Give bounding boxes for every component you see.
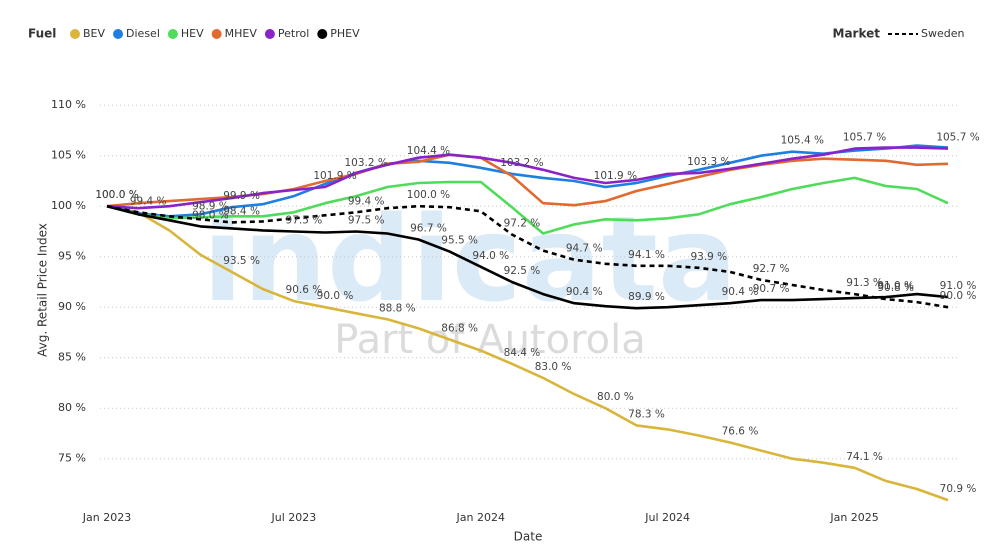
data-label: 93.5 % bbox=[223, 255, 260, 267]
data-label: 92.7 % bbox=[753, 263, 790, 275]
data-label: 89.9 % bbox=[628, 291, 665, 303]
legend-label: HEV bbox=[181, 27, 204, 40]
data-label: 90.4 % bbox=[566, 286, 603, 298]
data-label: 90.0 % bbox=[317, 290, 354, 302]
data-label: 97.2 % bbox=[504, 217, 541, 229]
y-tick-label: 85 % bbox=[58, 351, 86, 364]
data-label: 97.5 % bbox=[348, 214, 385, 226]
x-tick-label: Jan 2025 bbox=[829, 511, 878, 524]
legend-label: Petrol bbox=[278, 27, 309, 40]
data-label: 90.6 % bbox=[286, 284, 323, 296]
watermark-sub: Part of Autorola bbox=[334, 317, 645, 363]
data-label: 103.2 % bbox=[344, 157, 387, 169]
data-label: 98.4 % bbox=[223, 205, 260, 217]
legend-label: MHEV bbox=[225, 27, 258, 40]
legend-marker bbox=[264, 29, 275, 39]
x-tick-label: Jan 2023 bbox=[82, 511, 131, 524]
data-label: 100.0 % bbox=[95, 189, 138, 201]
y-tick-label: 110 % bbox=[51, 98, 86, 111]
data-label: 70.9 % bbox=[940, 483, 977, 495]
legend-label: PHEV bbox=[330, 27, 360, 40]
y-tick-label: 100 % bbox=[51, 199, 86, 212]
line-series bbox=[106, 144, 949, 218]
data-label: 105.7 % bbox=[936, 132, 979, 144]
data-label: 90.0 % bbox=[940, 290, 977, 302]
data-label: 90.4 % bbox=[722, 286, 759, 298]
data-label: 98.9 % bbox=[192, 200, 229, 212]
line-series bbox=[106, 176, 949, 235]
legend-title: Fuel bbox=[28, 27, 56, 41]
legend-marker bbox=[113, 29, 124, 39]
x-tick-label: Jul 2023 bbox=[271, 511, 317, 524]
data-label: 100.0 % bbox=[95, 189, 138, 201]
line-series bbox=[106, 204, 949, 310]
data-label: 103.2 % bbox=[500, 157, 543, 169]
data-label: 90.8 % bbox=[877, 282, 914, 294]
data-label: 78.3 % bbox=[628, 408, 665, 420]
data-label: 103.3 % bbox=[687, 156, 730, 168]
data-label: 93.9 % bbox=[690, 251, 727, 263]
data-label: 76.6 % bbox=[722, 426, 759, 438]
line-series bbox=[106, 146, 949, 210]
data-label: 83.0 % bbox=[535, 361, 572, 373]
market-legend-title: Market bbox=[833, 27, 881, 41]
data-label: 97.5 % bbox=[286, 214, 323, 226]
y-tick-label: 90 % bbox=[58, 300, 86, 313]
legend-label: BEV bbox=[83, 27, 105, 40]
y-tick-label: 95 % bbox=[58, 250, 86, 263]
data-label: 101.9 % bbox=[594, 170, 637, 182]
data-label: 98.0 % bbox=[192, 209, 229, 221]
legend-label: Diesel bbox=[126, 27, 160, 40]
y-tick-label: 75 % bbox=[58, 452, 86, 465]
data-label: 94.7 % bbox=[566, 243, 603, 255]
data-label: 99.9 % bbox=[223, 190, 260, 202]
data-label: 74.1 % bbox=[846, 451, 883, 463]
data-label: 91.3 % bbox=[846, 277, 883, 289]
x-tick-label: Jul 2024 bbox=[644, 511, 690, 524]
legend-marker bbox=[317, 29, 328, 39]
y-tick-label: 105 % bbox=[51, 149, 86, 162]
data-label: 80.0 % bbox=[597, 391, 634, 403]
y-tick-label: 80 % bbox=[58, 401, 86, 414]
data-label: 94.0 % bbox=[472, 250, 509, 262]
data-label: 91.0 % bbox=[877, 280, 914, 292]
data-label: 105.7 % bbox=[843, 132, 886, 144]
data-label: 104.4 % bbox=[407, 145, 450, 157]
line-series bbox=[106, 204, 949, 309]
data-label: 101.9 % bbox=[313, 170, 356, 182]
y-axis-title: Avg. Retail Price Index bbox=[36, 223, 50, 357]
data-label: 91.0 % bbox=[940, 280, 977, 292]
x-axis-title: Date bbox=[514, 530, 543, 544]
line-series bbox=[106, 204, 949, 502]
data-label: 96.7 % bbox=[410, 223, 447, 235]
legend-label: Sweden bbox=[921, 27, 964, 40]
legend-marker bbox=[70, 29, 80, 39]
data-label: 99.4 % bbox=[130, 195, 167, 207]
data-label: 94.1 % bbox=[628, 249, 665, 261]
data-label: 99.4 % bbox=[348, 195, 385, 207]
data-label: 84.4 % bbox=[504, 347, 541, 359]
data-label: 95.5 % bbox=[441, 235, 478, 247]
x-tick-label: Jan 2024 bbox=[456, 511, 505, 524]
data-label: 100.0 % bbox=[407, 189, 450, 201]
data-label: 90.7 % bbox=[753, 283, 790, 295]
legend-marker bbox=[211, 29, 222, 39]
legend-marker bbox=[167, 29, 178, 39]
data-label: 88.8 % bbox=[379, 302, 416, 314]
data-label: 86.8 % bbox=[441, 323, 478, 335]
data-label: 92.5 % bbox=[504, 265, 541, 277]
data-label: 105.4 % bbox=[781, 135, 824, 147]
